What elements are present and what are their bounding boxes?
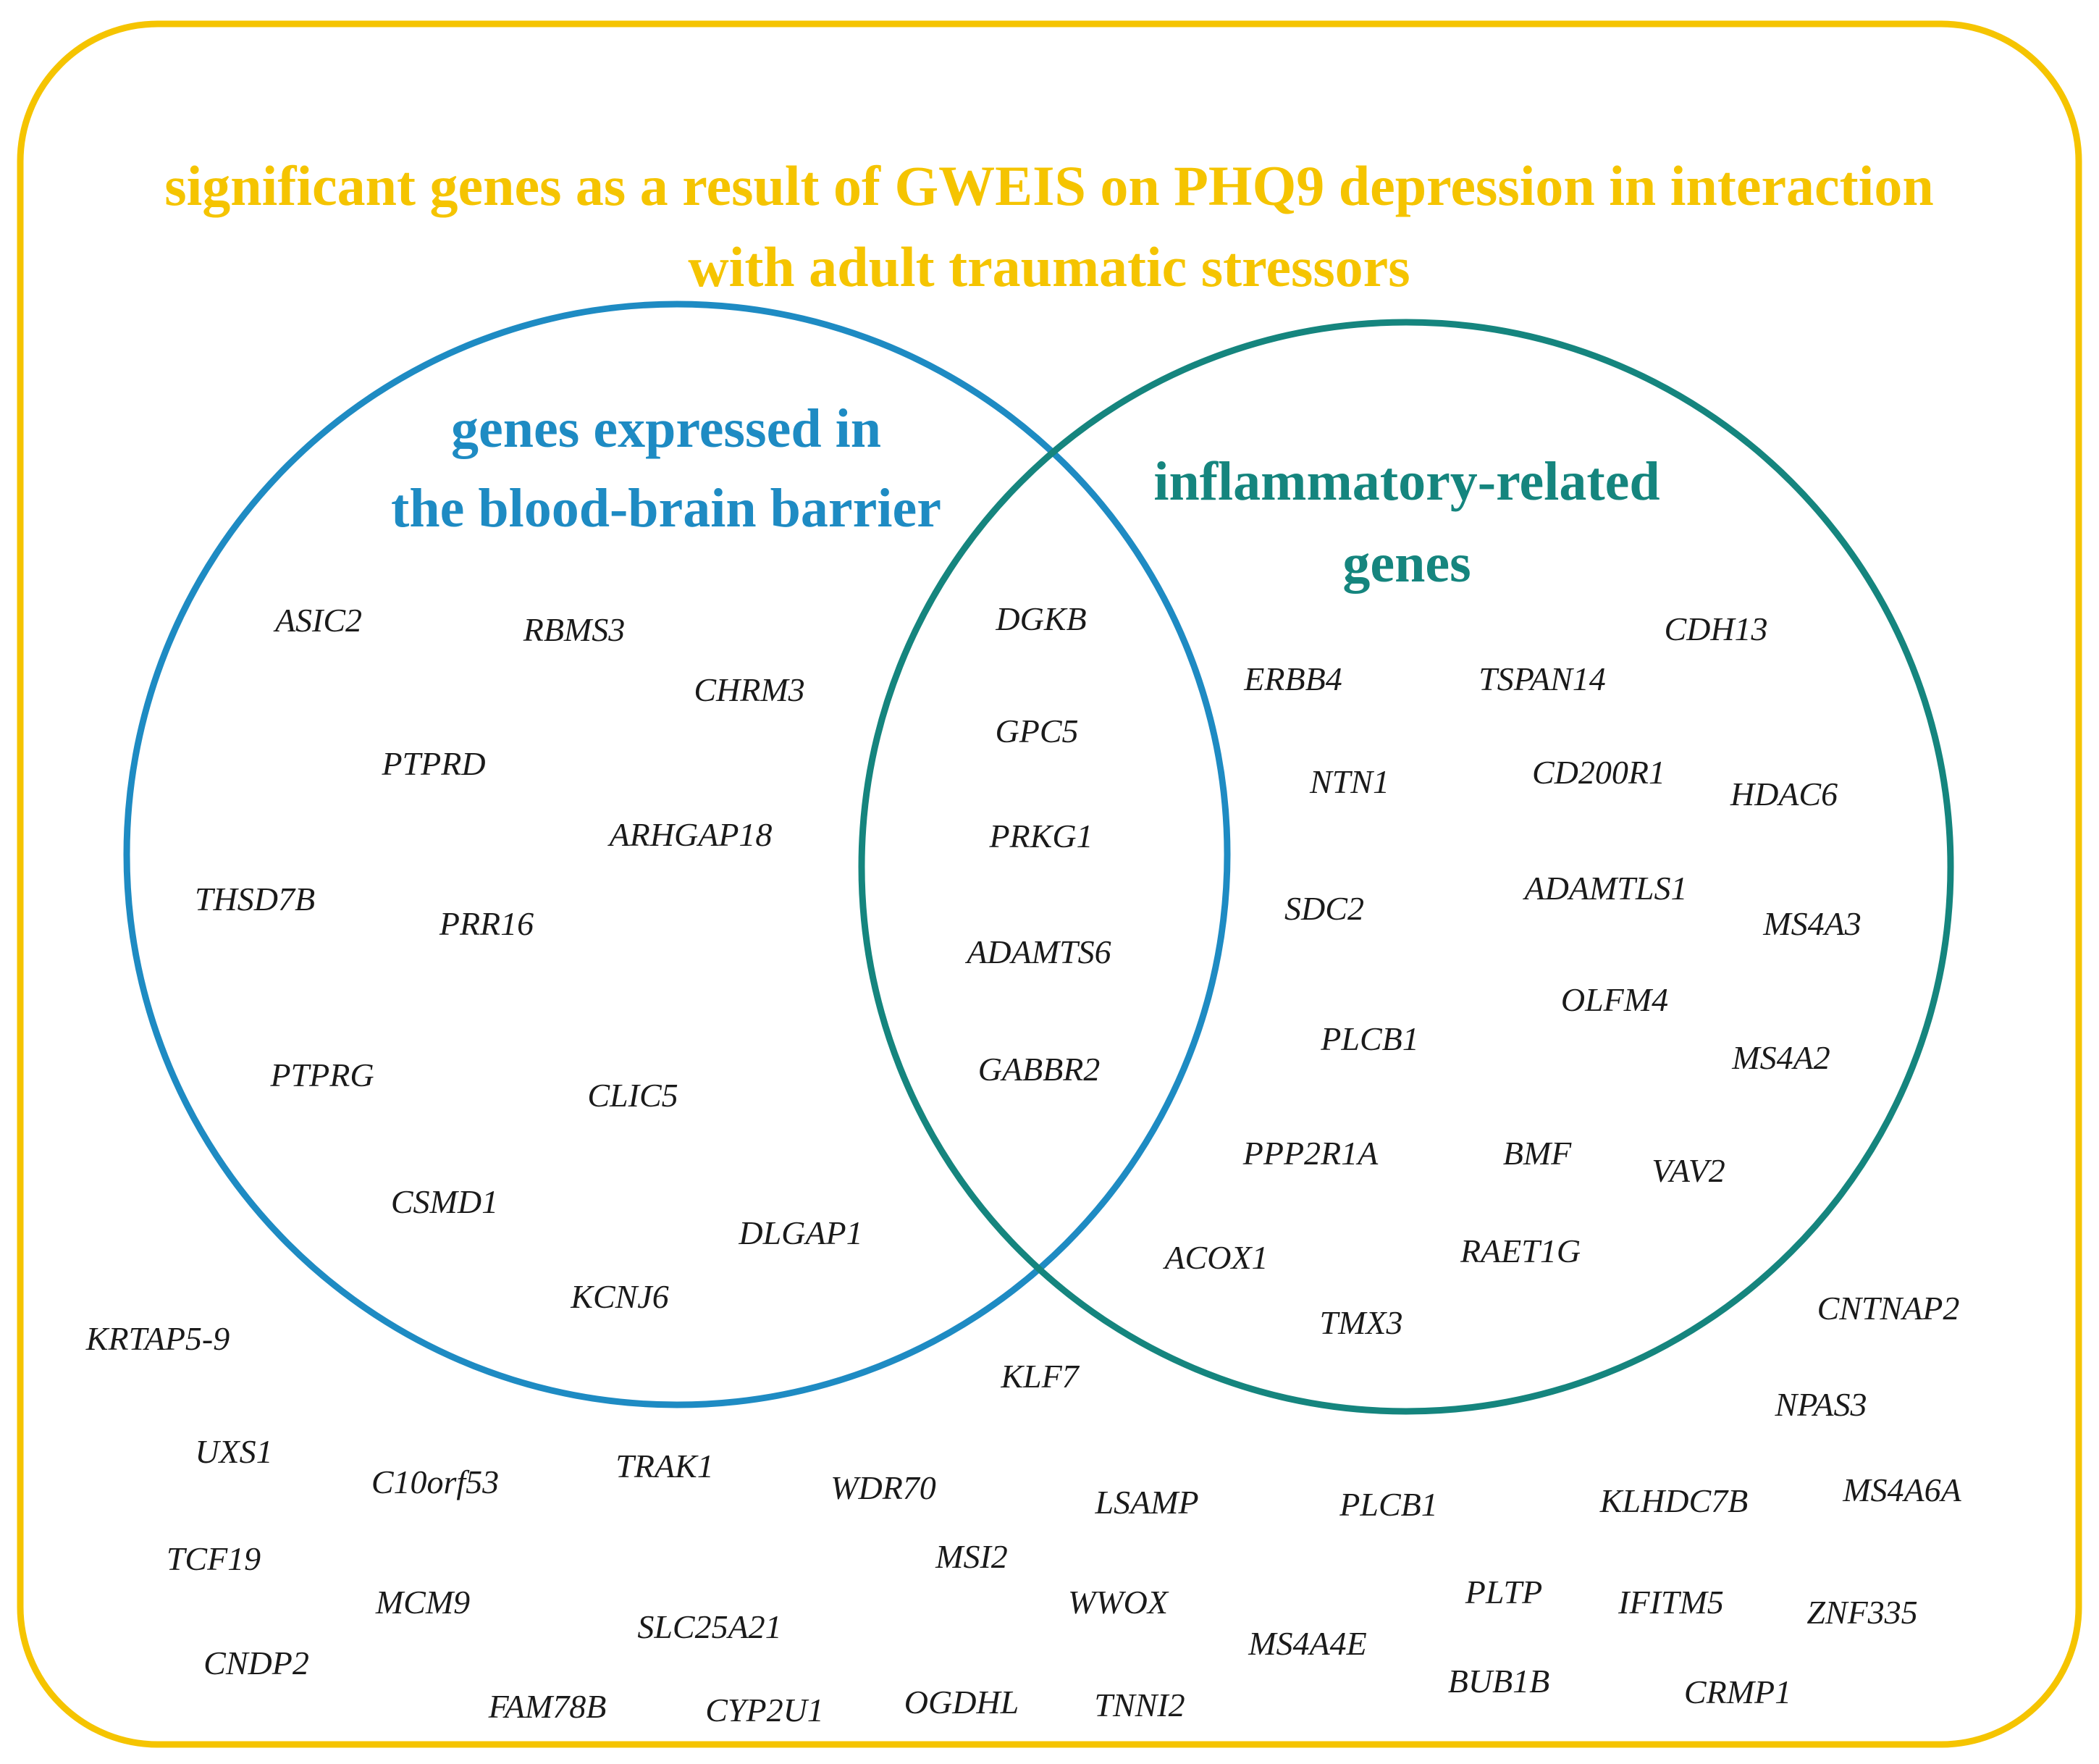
gene-label: THSD7B — [195, 881, 315, 917]
gene-label: TSPAN14 — [1478, 660, 1606, 697]
gene-label: MSI2 — [935, 1538, 1008, 1575]
gene-label: NTN1 — [1309, 763, 1389, 800]
gene-label: ADAMTS6 — [964, 933, 1111, 970]
gene-label: KCNJ6 — [570, 1278, 668, 1315]
gene-label: BMF — [1503, 1135, 1572, 1172]
gene-label: CNDP2 — [203, 1645, 309, 1681]
gene-label: RBMS3 — [523, 611, 626, 648]
gene-label: MCM9 — [375, 1584, 470, 1621]
gene-label: TMX3 — [1320, 1304, 1403, 1341]
gene-label: OLFM4 — [1561, 981, 1668, 1018]
bbb-label-line-1: genes expressed in — [451, 398, 881, 459]
bbb-gene-list: ASIC2 RBMS3 CHRM3 PTPRD ARHGAP18 THSD7B … — [195, 602, 863, 1315]
gene-label: TCF19 — [167, 1540, 261, 1577]
gene-label: GPC5 — [996, 713, 1079, 749]
gene-label: PLCB1 — [1339, 1486, 1437, 1523]
gene-label: TRAK1 — [615, 1448, 713, 1484]
gene-label: ADAMTLS1 — [1523, 870, 1688, 907]
gene-label: ACOX1 — [1162, 1239, 1268, 1276]
gene-label: CSMD1 — [391, 1183, 498, 1220]
gene-label: OGDHL — [904, 1684, 1019, 1721]
gene-label: LSAMP — [1094, 1484, 1198, 1521]
gene-label: VAV2 — [1652, 1152, 1725, 1189]
gene-label: ZNF335 — [1806, 1594, 1917, 1631]
gene-label: CYP2U1 — [705, 1692, 824, 1729]
gene-label: SDC2 — [1284, 890, 1364, 927]
gene-label: TNNI2 — [1094, 1687, 1185, 1723]
gene-label: CNTNAP2 — [1817, 1290, 1960, 1327]
gene-label: MS4A6A — [1842, 1471, 1961, 1508]
gene-label: RAET1G — [1460, 1232, 1581, 1269]
gene-label: PPP2R1A — [1242, 1135, 1379, 1172]
gene-label: PLTP — [1465, 1574, 1542, 1610]
gene-label: MS4A4E — [1248, 1625, 1367, 1662]
gene-label: PTPRG — [269, 1057, 374, 1093]
gene-label: CRMP1 — [1684, 1673, 1791, 1710]
gene-label: FAM78B — [488, 1688, 607, 1725]
gene-label: ERBB4 — [1243, 660, 1342, 697]
gene-label: CDH13 — [1664, 610, 1767, 647]
inflammatory-circle — [858, 319, 1954, 1415]
title-line-2: with adult traumatic stressors — [688, 235, 1410, 298]
bbb-label-line-2: the blood-brain barrier — [391, 478, 941, 539]
gene-label: SLC25A21 — [637, 1608, 781, 1645]
inflammatory-label-line-1: inflammatory-related — [1153, 451, 1660, 512]
gene-label: C10orf53 — [371, 1463, 499, 1500]
bbb-circle — [123, 301, 1231, 1408]
gene-label: GABBR2 — [978, 1051, 1101, 1088]
inflammatory-label-line-2: genes — [1342, 533, 1471, 594]
gene-label: KRTAP5-9 — [85, 1320, 230, 1357]
gene-label: HDAC6 — [1730, 776, 1838, 812]
gene-label: WWOX — [1068, 1584, 1169, 1621]
gene-label: IFITM5 — [1618, 1584, 1724, 1621]
gene-label: PRKG1 — [988, 818, 1093, 854]
gene-label: ASIC2 — [273, 602, 362, 639]
gene-label: MS4A3 — [1762, 905, 1861, 942]
gene-label: CHRM3 — [694, 671, 804, 708]
gene-label: KLF7 — [1000, 1358, 1080, 1395]
outside-gene-list: KRTAP5-9 KLF7 CNTNAP2 NPAS3 UXS1 C10orf5… — [85, 1290, 1962, 1729]
gene-label: PRR16 — [439, 905, 534, 942]
gene-label: PLCB1 — [1320, 1020, 1418, 1057]
gene-label: PTPRD — [381, 745, 485, 782]
gene-label: NPAS3 — [1775, 1386, 1867, 1423]
gene-label: DLGAP1 — [738, 1214, 862, 1251]
outer-frame — [17, 20, 2082, 1748]
gene-label: CLIC5 — [587, 1077, 678, 1114]
gene-label: ARHGAP18 — [607, 816, 773, 853]
gene-label: BUB1B — [1448, 1663, 1550, 1700]
gene-label: MS4A2 — [1731, 1039, 1830, 1076]
gene-label: DGKB — [995, 600, 1086, 637]
gene-label: KLHDC7B — [1599, 1482, 1748, 1519]
title-line-1: significant genes as a result of GWEIS o… — [164, 154, 1933, 217]
gene-label: UXS1 — [195, 1433, 272, 1470]
gene-label: CD200R1 — [1532, 754, 1665, 791]
gene-label: WDR70 — [830, 1469, 936, 1506]
inflammatory-gene-list: ERBB4 TSPAN14 CDH13 NTN1 CD200R1 HDAC6 S… — [1162, 610, 1861, 1341]
intersection-gene-list: DGKB GPC5 PRKG1 ADAMTS6 GABBR2 — [964, 600, 1111, 1088]
